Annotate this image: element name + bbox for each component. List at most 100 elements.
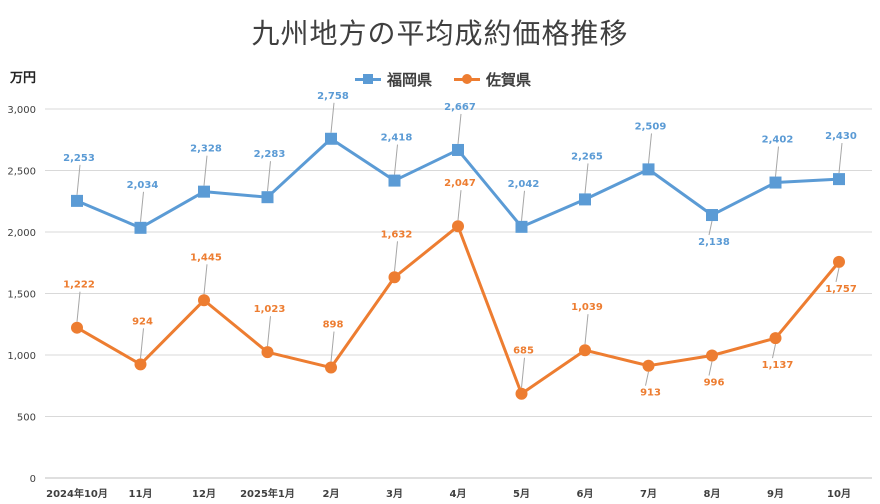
x-tick-label: 12月	[192, 488, 216, 500]
leader-line	[648, 133, 652, 164]
data-label: 2,042	[508, 179, 540, 190]
x-tick-label: 3月	[386, 488, 403, 500]
data-label: 913	[640, 388, 661, 399]
data-point-marker	[452, 143, 464, 156]
data-point-marker	[706, 349, 718, 362]
data-point-marker	[134, 358, 147, 371]
data-label: 2,758	[317, 91, 349, 102]
data-label: 1,757	[825, 284, 857, 295]
data-point-marker	[515, 220, 528, 233]
data-label: 1,445	[190, 252, 222, 263]
legend-label-saga: 佐賀県	[486, 71, 532, 89]
leader-line	[838, 143, 843, 174]
leader-line	[394, 241, 398, 272]
leader-line	[521, 190, 525, 221]
square-marker-icon	[363, 74, 373, 84]
y-tick-label: 1,000	[7, 351, 36, 362]
data-label: 1,222	[63, 280, 95, 291]
data-point-marker	[769, 332, 782, 345]
data-label: 2,667	[444, 102, 476, 113]
data-label: 2,418	[381, 133, 413, 144]
data-point-marker	[198, 185, 210, 198]
data-label: 2,034	[127, 180, 159, 191]
data-label: 898	[323, 320, 344, 331]
data-point-marker	[71, 194, 83, 207]
data-label: 2,328	[190, 144, 222, 155]
data-label: 1,039	[571, 302, 603, 313]
legend-item-saga: 佐賀県	[454, 69, 531, 90]
legend-line-fukuoka	[355, 74, 381, 84]
x-tick-label: 7月	[640, 488, 657, 500]
legend-line-saga	[454, 74, 481, 84]
data-point-marker	[833, 173, 845, 186]
data-label: 2,430	[825, 131, 857, 142]
data-point-marker	[388, 271, 401, 284]
y-axis-unit-label: 万円	[10, 71, 37, 86]
y-tick-label: 3,000	[7, 105, 36, 116]
data-point-marker	[642, 359, 655, 372]
y-tick-label: 1,500	[7, 290, 36, 301]
leader-line	[457, 190, 462, 221]
leader-line	[708, 220, 713, 236]
data-label: 2,509	[635, 121, 667, 132]
data-point-marker	[579, 193, 591, 206]
data-label: 1,137	[762, 360, 794, 371]
chart-title: 九州地方の平均成約価格推移	[251, 17, 629, 50]
data-point-marker	[198, 294, 210, 307]
leader-line	[521, 357, 525, 388]
leader-line	[645, 371, 649, 386]
y-tick-label: 0	[30, 474, 36, 485]
leader-line	[394, 144, 398, 175]
leader-line	[584, 163, 589, 194]
legend-label-fukuoka: 福岡県	[387, 71, 433, 89]
x-tick-label: 9月	[767, 488, 784, 500]
data-point-marker	[71, 321, 83, 334]
x-tick-label: 2月	[323, 488, 340, 500]
data-label: 2,047	[444, 178, 476, 189]
data-point-marker	[325, 361, 337, 374]
leader-line	[140, 328, 144, 359]
data-point-marker	[452, 220, 464, 233]
x-tick-label: 5月	[513, 488, 530, 500]
x-tick-label: 11月	[129, 488, 153, 500]
x-tick-label: 10月	[827, 488, 851, 500]
leader-line	[772, 344, 776, 359]
data-point-marker	[388, 174, 401, 187]
leader-line	[584, 314, 589, 345]
data-point-marker	[134, 221, 147, 234]
leader-line	[457, 113, 462, 145]
x-tick-label: 6月	[577, 488, 594, 500]
chart-legend: 福岡県 佐賀県	[355, 69, 531, 90]
data-label: 2,265	[571, 151, 603, 162]
data-label: 924	[132, 316, 153, 327]
x-tick-label: 4月	[450, 488, 467, 500]
legend-item-fukuoka: 福岡県	[355, 69, 432, 90]
data-point-marker	[642, 163, 655, 176]
leader-line	[775, 146, 779, 177]
data-label: 1,632	[381, 229, 413, 240]
data-label: 1,023	[254, 304, 286, 315]
circle-marker-icon	[462, 74, 473, 84]
y-tick-label: 2,000	[7, 228, 36, 239]
data-label: 2,138	[698, 237, 730, 248]
leader-line	[267, 316, 271, 347]
leader-line	[330, 331, 335, 362]
y-tick-label: 500	[17, 413, 36, 424]
data-point-marker	[261, 191, 274, 204]
x-tick-label: 8月	[704, 488, 721, 500]
leader-line	[330, 102, 335, 133]
leader-line	[835, 267, 840, 282]
leader-line	[76, 291, 81, 322]
data-point-marker	[261, 346, 274, 359]
data-point-marker	[833, 255, 845, 268]
data-label: 2,402	[762, 135, 794, 146]
data-label: 996	[704, 377, 725, 388]
y-tick-label: 2,500	[7, 167, 36, 178]
data-point-marker	[579, 344, 591, 357]
data-label: 685	[513, 346, 534, 357]
data-point-marker	[325, 132, 337, 145]
data-point-marker	[706, 209, 718, 222]
leader-line	[203, 155, 208, 186]
leader-line	[267, 161, 271, 192]
